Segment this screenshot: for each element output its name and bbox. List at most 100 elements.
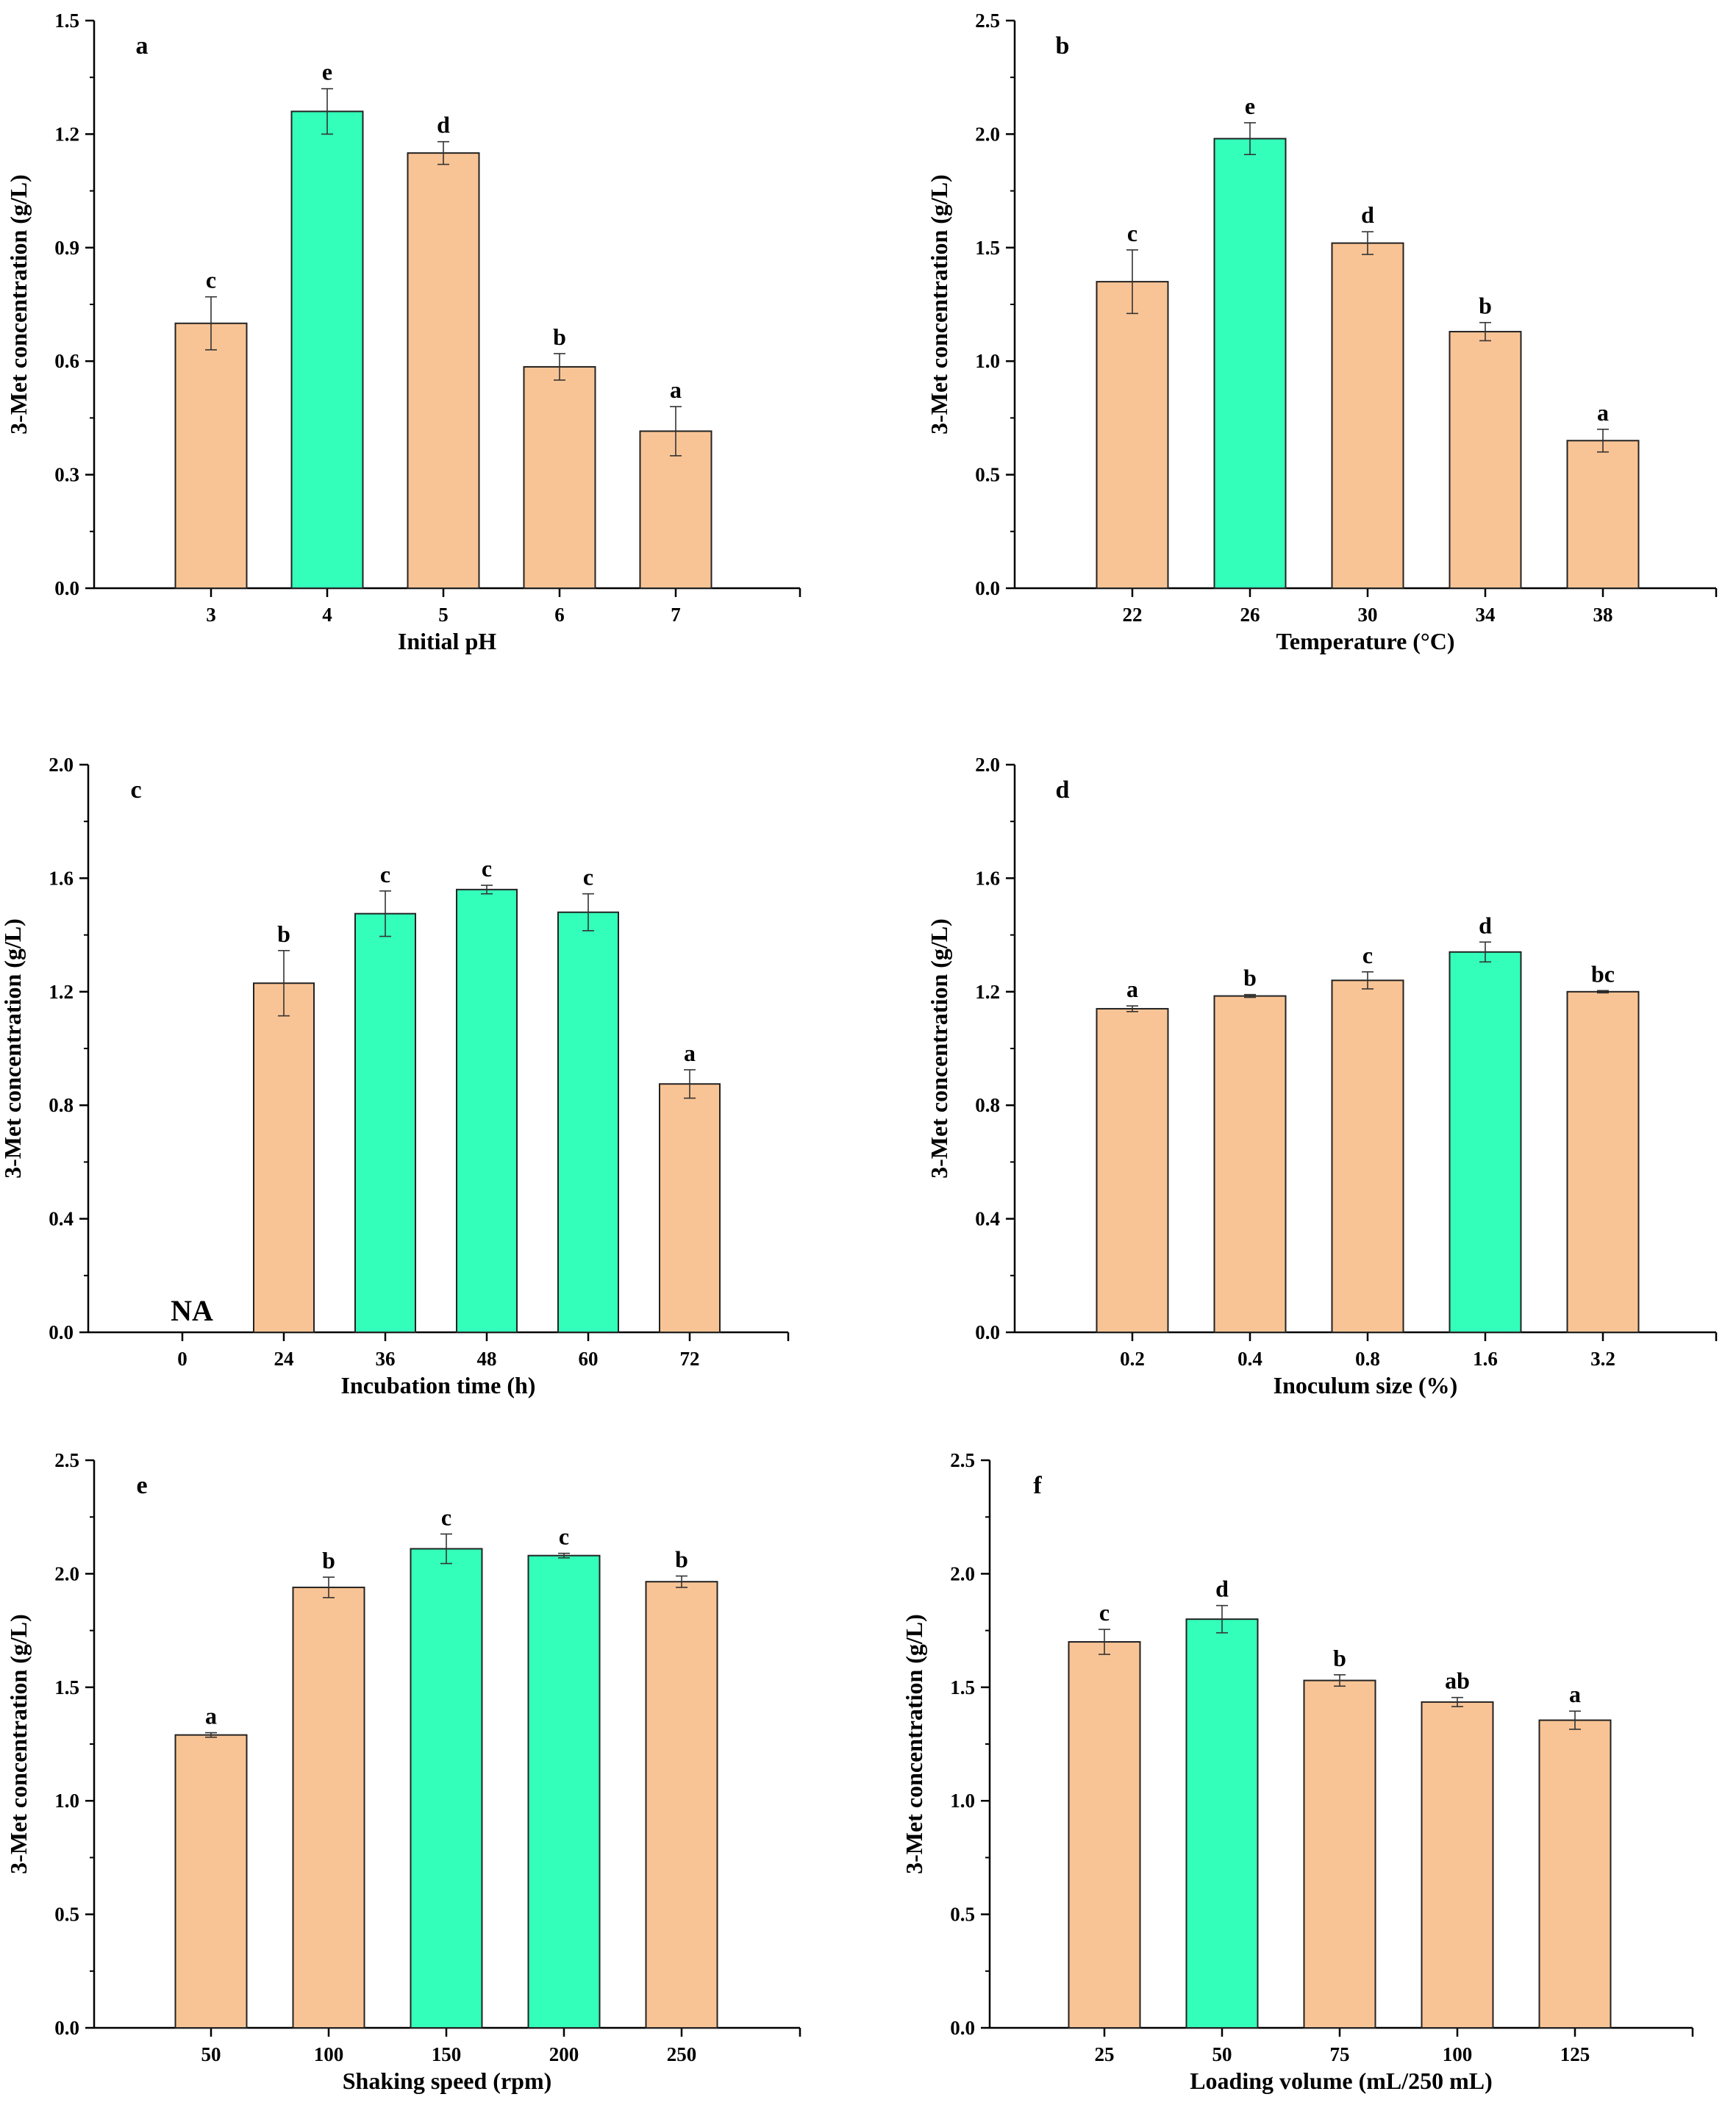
significance-letter: c: [380, 861, 390, 887]
y-tick-label: 0.0: [950, 2017, 975, 2039]
panel-e: 0.0 0.5 1.0 1.5 2.0 2.5 50 a 100 b 150 c 200 c 250 b e Sh…: [5, 1449, 801, 2094]
bar: [174, 322, 248, 589]
x-tick-label: 36: [376, 1348, 396, 1370]
bar: [1331, 242, 1404, 589]
bar: [639, 430, 712, 589]
panel-letter: f: [1033, 1472, 1042, 1499]
bar: [407, 152, 480, 589]
bar: [354, 912, 416, 1333]
bar: [1303, 1679, 1376, 2029]
bar: [1068, 1641, 1141, 2029]
y-axis-title: 3-Met concentration (g/L): [901, 1614, 927, 1874]
x-tick-label: 50: [201, 2043, 221, 2065]
y-tick-label: 2.0: [54, 1562, 79, 1584]
significance-letter: c: [559, 1523, 569, 1550]
y-tick-label: 2.0: [975, 754, 1000, 776]
bar: [1331, 979, 1404, 1333]
y-axis-title: 3-Met concentration (g/L): [926, 174, 952, 435]
x-tick-label: 50: [1212, 2043, 1232, 2065]
x-axis-title: Initial pH: [398, 628, 496, 654]
y-tick-label: 2.5: [54, 1449, 79, 1471]
y-tick-label: 0.0: [975, 1321, 1000, 1343]
bar: [1185, 1618, 1259, 2029]
x-tick-label: 100: [1443, 2043, 1473, 2065]
bar: [1538, 1719, 1612, 2029]
y-tick-label: 2.0: [975, 123, 1000, 145]
y-tick-label: 0.0: [54, 2017, 79, 2039]
bar: [557, 911, 619, 1333]
significance-letter: c: [1127, 220, 1137, 246]
bar: [1449, 331, 1522, 589]
y-tick-label: 1.6: [975, 867, 1000, 889]
significance-letter: c: [482, 855, 492, 882]
significance-letter: d: [1215, 1576, 1229, 1602]
panel-a: 0.0 0.3 0.6 0.9 1.2 1.5 3 c 4 e 5 d 6 b 7 a a Initial pH 3…: [5, 10, 801, 654]
significance-letter: a: [1597, 399, 1609, 426]
x-tick-label: 5: [438, 604, 449, 626]
y-tick-label: 2.0: [49, 754, 74, 776]
panel-b: 0.0 0.5 1.0 1.5 2.0 2.5 22 c 26 e 30 d 34 b 38 a b Temper…: [926, 10, 1718, 654]
y-axis-title: 3-Met concentration (g/L): [5, 174, 32, 435]
y-tick-label: 1.0: [54, 1790, 79, 1812]
significance-letter: b: [1243, 965, 1257, 991]
significance-letter: bc: [1591, 960, 1615, 987]
x-tick-label: 7: [671, 604, 681, 626]
significance-letter: c: [206, 267, 216, 293]
bar: [1213, 137, 1287, 590]
panel-letter: b: [1056, 32, 1070, 60]
significance-letter: e: [322, 59, 332, 85]
significance-letter: b: [277, 921, 290, 947]
bar: [292, 1586, 365, 2029]
x-tick-label: 200: [549, 2043, 579, 2065]
x-tick-label: 1.6: [1473, 1348, 1498, 1370]
significance-letter: d: [437, 112, 450, 138]
bar: [1421, 1701, 1494, 2029]
x-tick-label: 250: [667, 2043, 697, 2065]
significance-letter: a: [1569, 1681, 1581, 1707]
y-tick-label: 0.9: [54, 237, 79, 259]
bar: [1096, 281, 1169, 589]
x-axis-title: Shaking speed (rpm): [343, 2068, 552, 2094]
y-tick-label: 0.0: [975, 577, 1000, 599]
y-tick-label: 0.6: [54, 350, 79, 372]
significance-letter: c: [441, 1504, 451, 1530]
y-tick-label: 1.5: [54, 10, 79, 32]
significance-letter: d: [1479, 912, 1492, 938]
y-tick-label: 2.5: [950, 1449, 975, 1471]
x-tick-label: 0.8: [1355, 1348, 1380, 1370]
y-tick-label: 0.0: [49, 1321, 74, 1343]
y-tick-label: 1.5: [54, 1676, 79, 1698]
bar: [174, 1734, 248, 2029]
y-tick-label: 0.4: [49, 1208, 74, 1230]
panel-letter: c: [130, 776, 141, 804]
panel-letter: e: [136, 1472, 147, 1499]
x-tick-label: 30: [1358, 604, 1378, 626]
y-tick-label: 1.2: [54, 123, 79, 145]
y-tick-label: 1.6: [49, 867, 74, 889]
significance-letter: b: [675, 1546, 688, 1572]
significance-letter: d: [1361, 201, 1374, 228]
panel-f: 0.0 0.5 1.0 1.5 2.0 2.5 25 c 50 d 75 b 100 ab 125 a f Loa…: [901, 1449, 1694, 2094]
bar: [1096, 1007, 1169, 1333]
bar: [253, 982, 315, 1333]
bar: [1566, 990, 1640, 1334]
y-tick-label: 0.5: [975, 464, 1000, 486]
significance-letter: b: [322, 1547, 335, 1573]
x-tick-label: 150: [432, 2043, 462, 2065]
bar: [410, 1548, 483, 2029]
x-tick-label: 24: [274, 1348, 294, 1370]
y-tick-label: 0.5: [950, 1904, 975, 1926]
x-tick-label: 0.2: [1120, 1348, 1145, 1370]
significance-letter: b: [1479, 293, 1492, 319]
x-tick-label: 25: [1095, 2043, 1115, 2065]
x-tick-label: 72: [680, 1348, 700, 1370]
y-tick-label: 1.0: [950, 1790, 975, 1812]
significance-letter: b: [1333, 1645, 1346, 1671]
x-tick-label: 48: [477, 1348, 497, 1370]
x-tick-label: 75: [1330, 2043, 1350, 2065]
significance-letter: a: [1126, 976, 1138, 1002]
x-tick-label: 0: [177, 1348, 187, 1370]
panel-d: 0.0 0.4 0.8 1.2 1.6 2.0 0.2 a 0.4 b 0.8 c 1.6 d 3.2 bc d…: [926, 754, 1718, 1398]
x-tick-label: 0.4: [1237, 1348, 1262, 1370]
